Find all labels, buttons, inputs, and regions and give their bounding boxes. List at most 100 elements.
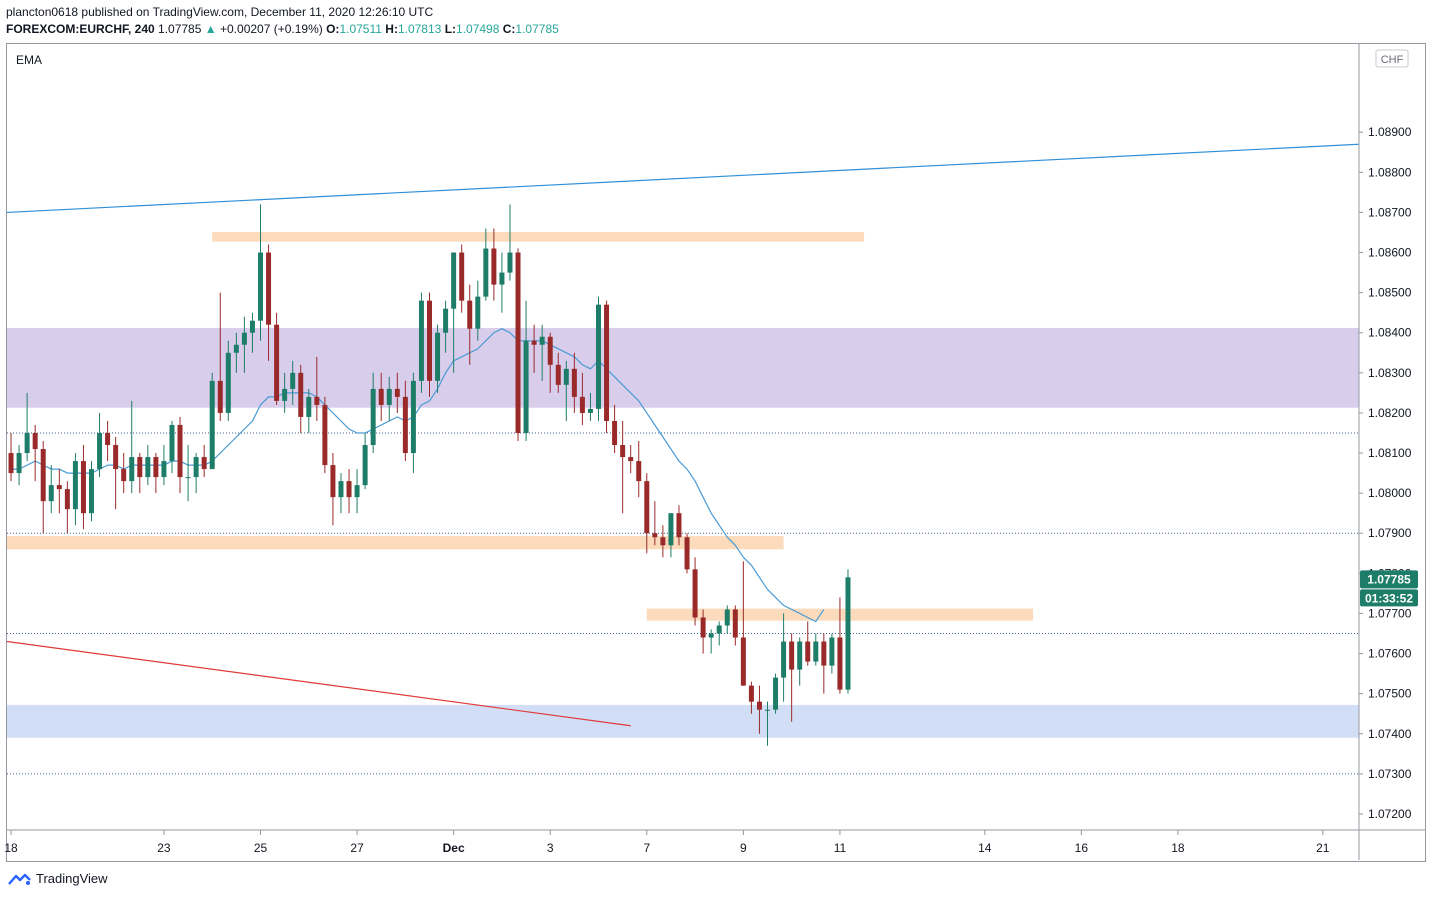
candle-body[interactable] [668,513,674,546]
candle-body[interactable] [322,404,328,466]
candle-body[interactable] [113,445,119,470]
candle-body[interactable] [555,364,561,385]
candle-body[interactable] [652,533,658,538]
candle-body[interactable] [8,453,14,474]
candle-body[interactable] [579,396,585,413]
candle-body[interactable] [32,432,38,450]
candle-body[interactable] [805,641,811,662]
candle-body[interactable] [636,461,642,482]
candle-body[interactable] [338,481,344,498]
footer-branding[interactable]: TradingView [8,871,108,886]
candle-body[interactable] [233,344,239,353]
candle-body[interactable] [451,252,457,309]
candle-body[interactable] [225,352,231,413]
candle-body[interactable] [612,420,618,446]
candle-body[interactable] [314,396,320,405]
candle-body[interactable] [773,677,779,710]
candle-body[interactable] [821,641,827,666]
candle-body[interactable] [402,396,408,454]
candle-body[interactable] [620,445,626,458]
candle-body[interactable] [507,252,513,273]
candle-body[interactable] [829,637,835,666]
candle-body[interactable] [716,625,722,634]
candle-body[interactable] [217,380,223,413]
candle-body[interactable] [467,300,473,329]
candle-body[interactable] [483,248,489,297]
candle-body[interactable] [145,457,151,478]
zone-purple[interactable] [7,327,1359,408]
candle-body[interactable] [708,633,714,638]
candle-body[interactable] [515,252,521,433]
candle-body[interactable] [531,340,537,345]
candle-body[interactable] [48,485,54,502]
lower-trendline[interactable] [6,640,631,727]
candle-body[interactable] [596,304,601,409]
candle-body[interactable] [306,396,312,417]
candle-body[interactable] [89,469,94,514]
candle-body[interactable] [845,577,851,690]
candle-body[interactable] [80,461,86,514]
candle-body[interactable] [282,388,288,401]
candle-body[interactable] [241,332,247,345]
candle-body[interactable] [56,485,62,490]
candle-body[interactable] [298,372,304,417]
candle-body[interactable] [837,637,843,690]
zone-orange[interactable] [212,232,865,242]
candle-body[interactable] [346,481,352,498]
zone-blue[interactable] [7,704,1359,738]
candle-body[interactable] [16,453,22,474]
candle-body[interactable] [258,252,263,321]
upper-trendline[interactable] [6,143,1360,214]
candle-body[interactable] [153,457,159,478]
candle-body[interactable] [177,424,183,478]
candle-body[interactable] [185,477,191,479]
candle-body[interactable] [362,445,368,486]
candle-body[interactable] [418,300,424,381]
candle-body[interactable] [563,368,569,385]
candle-body[interactable] [427,300,432,381]
candle-body[interactable] [797,641,803,670]
candle-body[interactable] [587,408,593,413]
candle-body[interactable] [748,685,754,702]
candle-body[interactable] [676,513,682,538]
candle-body[interactable] [724,609,730,626]
candle-body[interactable] [137,457,143,478]
candle-body[interactable] [435,332,441,381]
candle-body[interactable] [732,609,738,638]
candle-body[interactable] [193,457,199,478]
currency-box[interactable] [1375,49,1409,68]
candle-body[interactable] [539,336,545,345]
candle-body[interactable] [394,388,400,397]
chart-frame[interactable] [6,43,1426,862]
candle-body[interactable] [97,432,103,470]
candle-body[interactable] [40,449,46,502]
candle-body[interactable] [491,248,497,285]
candle-body[interactable] [121,469,127,482]
candle-body[interactable] [700,617,706,638]
candle-body[interactable] [330,465,336,498]
candle-body[interactable] [628,457,634,462]
candle-body[interactable] [475,296,481,329]
candle-body[interactable] [64,489,70,510]
candle-body[interactable] [410,380,416,454]
candle-body[interactable] [692,569,698,618]
candle-body[interactable] [765,709,770,711]
candle-body[interactable] [547,336,553,365]
candle-body[interactable] [571,368,577,397]
candle-body[interactable] [201,457,207,470]
candle-body[interactable] [290,372,296,389]
candle-body[interactable] [813,641,819,662]
candle-body[interactable] [523,340,529,433]
candle-body[interactable] [660,537,666,546]
candle-body[interactable] [209,380,215,470]
candle-body[interactable] [644,481,650,534]
zone-orange[interactable] [7,536,784,550]
candle-body[interactable] [781,641,787,678]
candle-body[interactable] [386,388,392,405]
candle-body[interactable] [499,272,505,285]
candle-body[interactable] [354,485,360,498]
candle-body[interactable] [443,308,449,333]
candle-body[interactable] [274,324,280,401]
candle-body[interactable] [378,388,384,405]
